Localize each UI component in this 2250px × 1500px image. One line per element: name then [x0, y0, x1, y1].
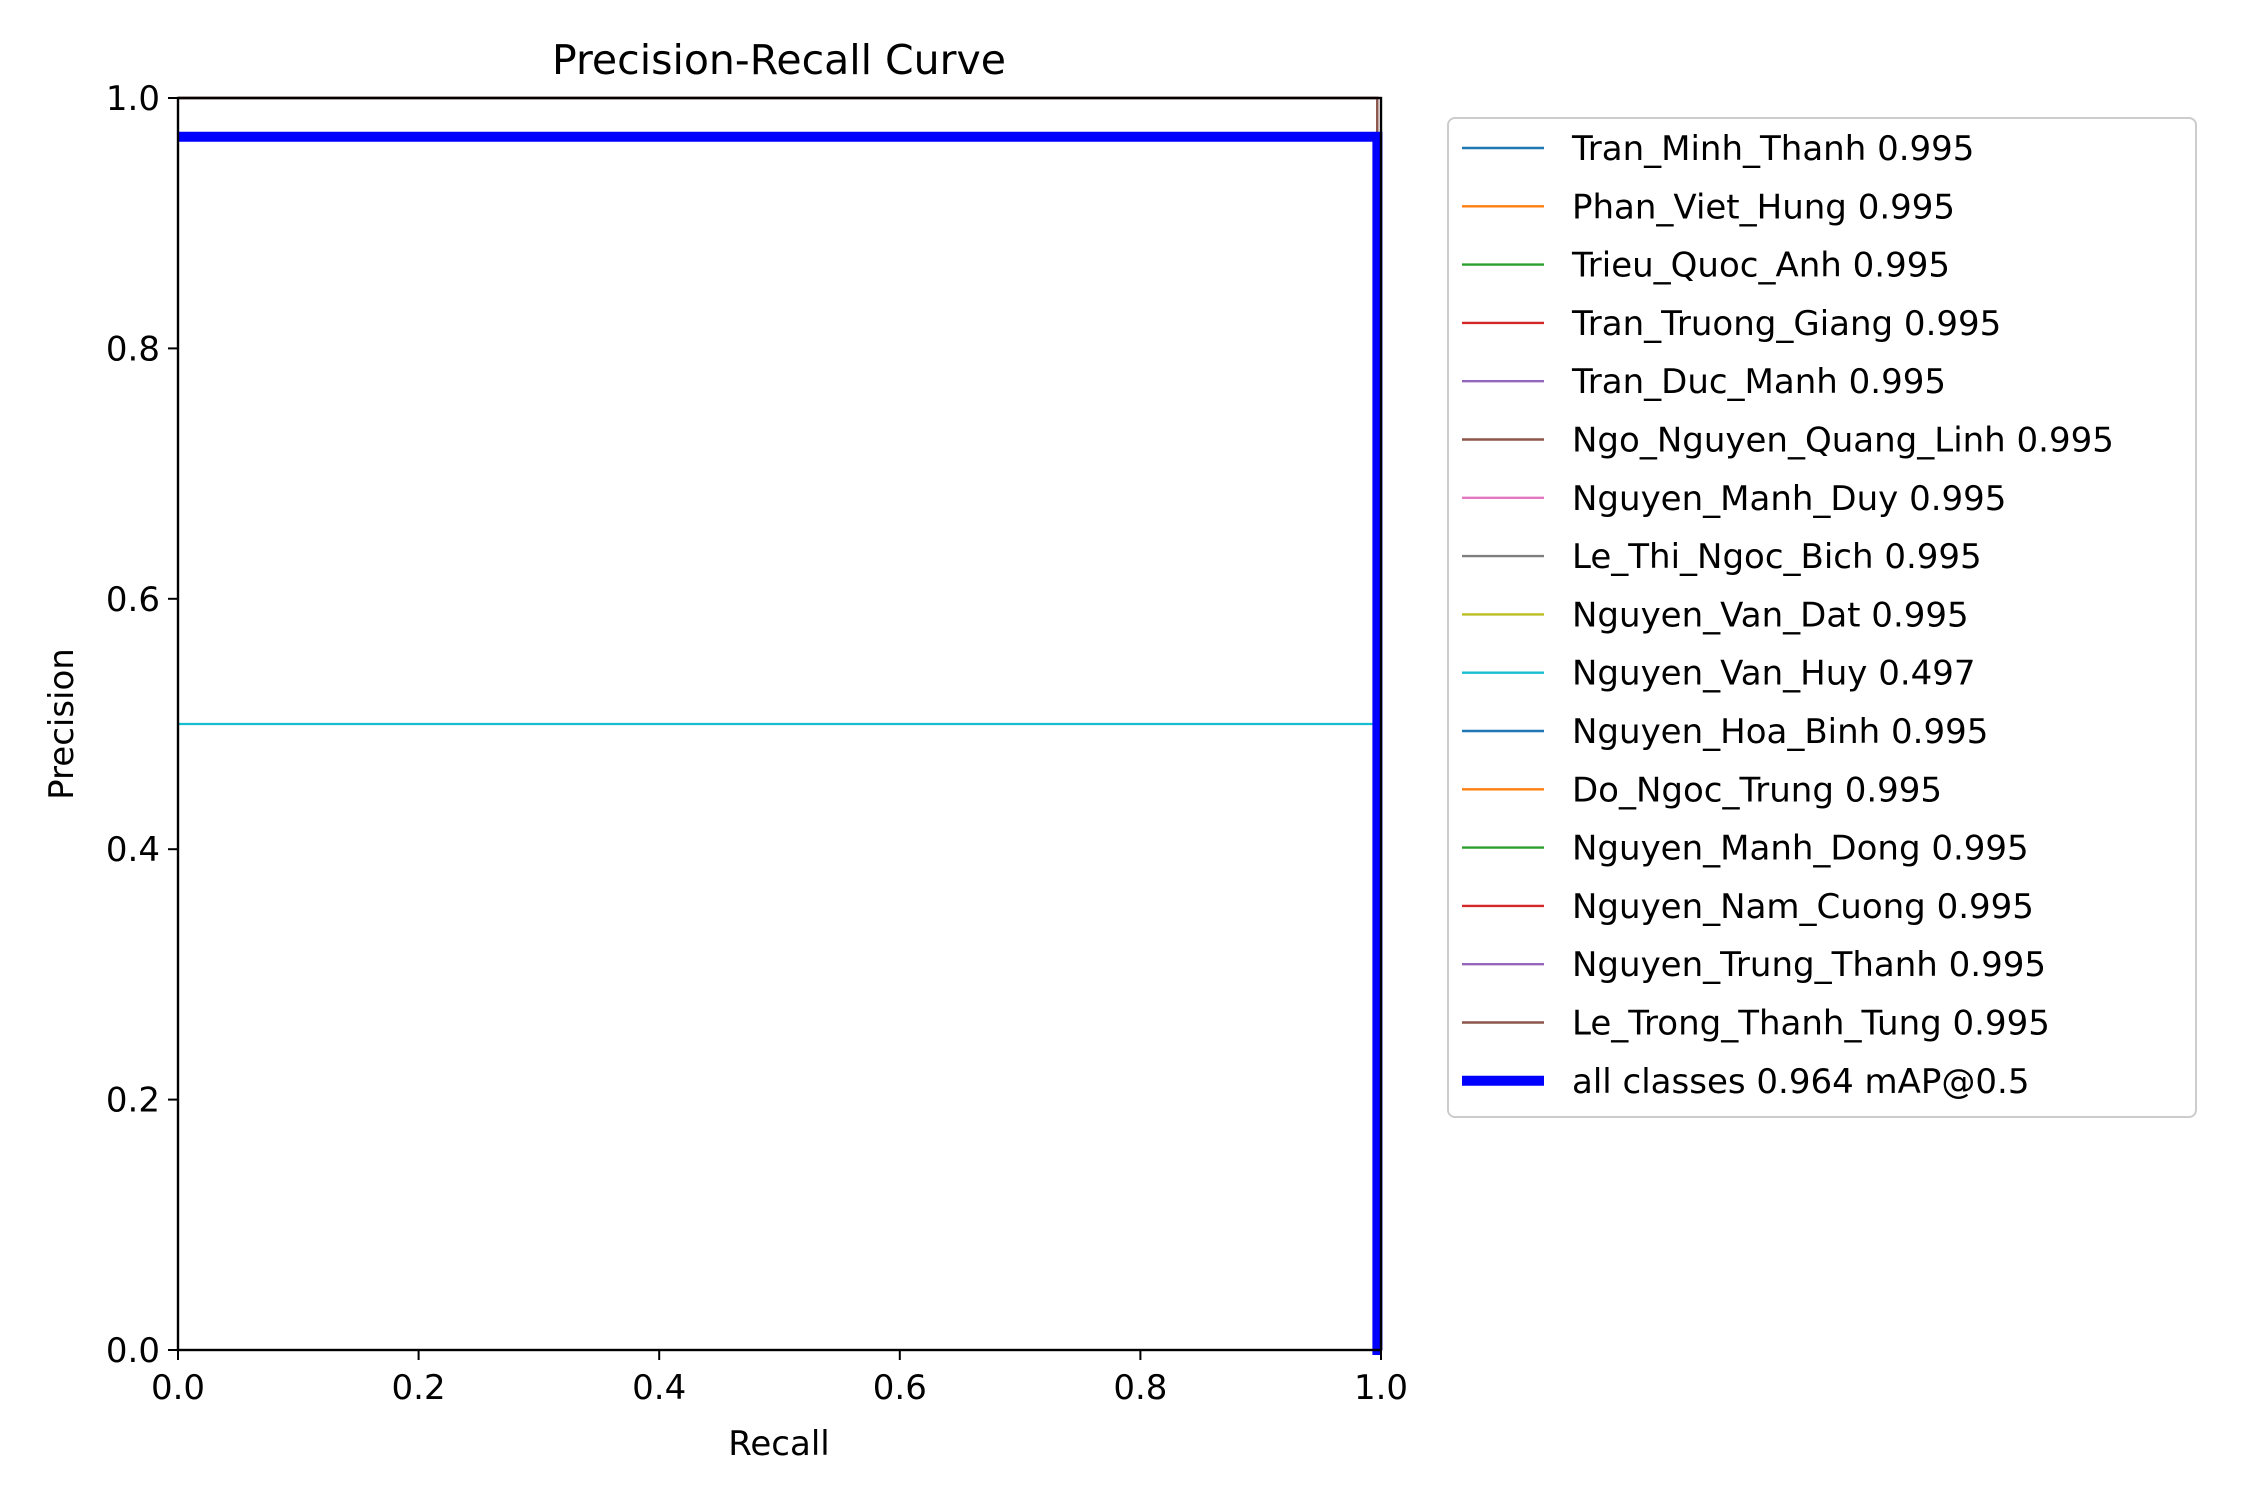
x-axis-label: Recall — [728, 1424, 829, 1464]
legend-label-13: Nguyen_Nam_Cuong 0.995 — [1572, 887, 2034, 927]
legend-label-15: Le_Trong_Thanh_Tung 0.995 — [1572, 1004, 2050, 1044]
y-tick-label: 0.8 — [106, 329, 160, 369]
y-tick-label: 1.0 — [106, 79, 160, 119]
legend-label-1: Phan_Viet_Hung 0.995 — [1572, 187, 1955, 227]
legend-label-2: Trieu_Quoc_Anh 0.995 — [1571, 246, 1950, 286]
y-axis-label: Precision — [42, 648, 82, 800]
y-tick-label: 0.4 — [106, 830, 160, 870]
legend-label-14: Nguyen_Trung_Thanh 0.995 — [1572, 945, 2046, 985]
series-line-9 — [178, 722, 1381, 1352]
x-tick-label: 0.6 — [873, 1368, 927, 1408]
x-axis: 0.0 0.2 0.4 0.6 0.8 1.0 — [151, 1350, 1408, 1408]
x-tick-label: 0.0 — [151, 1368, 205, 1408]
legend: Tran_Minh_Thanh 0.995 Phan_Viet_Hung 0.99… — [1447, 117, 2197, 1118]
y-tick-label: 0.2 — [106, 1081, 160, 1121]
legend-label-16: all classes 0.964 mAP@0.5 — [1572, 1062, 2029, 1102]
legend-label-9: Nguyen_Van_Huy 0.497 — [1572, 654, 1976, 694]
plot-frame — [176, 96, 1383, 1352]
legend-frame — [1447, 117, 2197, 1118]
x-tick-label: 0.8 — [1113, 1368, 1167, 1408]
y-tick-label: 0.0 — [106, 1331, 160, 1371]
legend-label-10: Nguyen_Hoa_Binh 0.995 — [1572, 712, 1988, 752]
legend-label-0: Tran_Minh_Thanh 0.995 — [1571, 129, 1974, 169]
legend-label-7: Le_Thi_Ngoc_Bich 0.995 — [1572, 537, 1982, 577]
x-tick-label: 1.0 — [1354, 1368, 1408, 1408]
legend-label-11: Do_Ngoc_Trung 0.995 — [1572, 770, 1942, 810]
legend-label-3: Tran_Truong_Giang 0.995 — [1571, 304, 2001, 344]
x-tick-label: 0.4 — [632, 1368, 686, 1408]
chart-title: Precision-Recall Curve — [552, 36, 1006, 84]
legend-items: Tran_Minh_Thanh 0.995 Phan_Viet_Hung 0.99… — [1462, 129, 2114, 1102]
legend-label-6: Nguyen_Manh_Duy 0.995 — [1572, 479, 2006, 519]
legend-label-8: Nguyen_Van_Dat 0.995 — [1572, 595, 1969, 635]
series-layer — [178, 96, 1383, 1355]
y-tick-label: 0.6 — [106, 580, 160, 620]
x-tick-label: 0.2 — [392, 1368, 446, 1408]
series-line-16 — [178, 131, 1383, 1355]
y-axis: 0.0 0.2 0.4 0.6 0.8 1.0 — [106, 79, 178, 1371]
legend-label-4: Tran_Duc_Manh 0.995 — [1571, 362, 1946, 402]
legend-label-5: Ngo_Nguyen_Quang_Linh 0.995 — [1572, 421, 2114, 461]
legend-label-12: Nguyen_Manh_Dong 0.995 — [1572, 829, 2029, 869]
